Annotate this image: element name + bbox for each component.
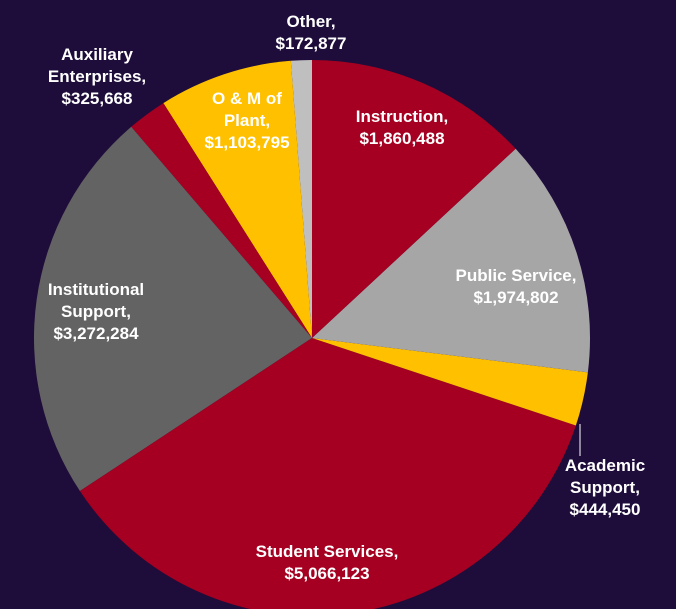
value-label: $3,272,284 bbox=[53, 324, 139, 343]
category-label: Other, bbox=[286, 12, 336, 31]
value-label: $444,450 bbox=[569, 500, 641, 519]
category-label: Auxiliary Enterprises, bbox=[47, 45, 147, 86]
pie-slice bbox=[290, 60, 312, 338]
slice-label: Other, $172,877 bbox=[261, 11, 361, 55]
pie-slice bbox=[312, 338, 588, 426]
slice-label: Instruction, $1,860,488 bbox=[342, 106, 462, 150]
slice-label: Student Services, $5,066,123 bbox=[217, 541, 437, 585]
value-label: $1,974,802 bbox=[473, 288, 559, 307]
value-label: $1,860,488 bbox=[359, 129, 445, 148]
slice-label: O & M of Plant, $1,103,795 bbox=[197, 88, 297, 154]
pie-slice bbox=[131, 103, 312, 339]
value-label: $1,103,795 bbox=[204, 133, 290, 152]
category-label: Academic Support, bbox=[564, 456, 646, 497]
value-label: $172,877 bbox=[275, 34, 347, 53]
pie-slice bbox=[312, 148, 590, 373]
category-label: Instruction, bbox=[355, 107, 449, 126]
value-label: $5,066,123 bbox=[284, 564, 370, 583]
category-label: Student Services, bbox=[255, 542, 399, 561]
slice-label: Academic Support, $444,450 bbox=[555, 455, 655, 521]
pie-slice bbox=[163, 60, 312, 338]
slice-label: Institutional Support, $3,272,284 bbox=[31, 279, 161, 345]
slice-label: Public Service, $1,974,802 bbox=[436, 265, 596, 309]
category-label: Institutional Support, bbox=[47, 280, 145, 321]
value-label: $325,668 bbox=[61, 89, 133, 108]
pie-slice bbox=[33, 126, 313, 492]
pie-slice bbox=[312, 60, 516, 338]
category-label: Public Service, bbox=[455, 266, 577, 285]
slice-label: Auxiliary Enterprises, $325,668 bbox=[37, 44, 157, 110]
category-label: O & M of Plant, bbox=[212, 89, 282, 130]
pie-slice bbox=[79, 338, 576, 609]
